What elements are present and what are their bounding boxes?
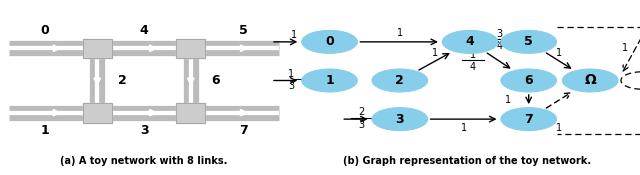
Text: 1: 1 xyxy=(556,48,563,58)
Text: 1: 1 xyxy=(621,43,628,53)
Text: 1: 1 xyxy=(505,95,511,105)
Bar xyxy=(177,38,205,58)
Text: 3: 3 xyxy=(358,120,365,130)
Circle shape xyxy=(501,30,557,53)
Text: 2: 2 xyxy=(358,107,365,117)
Text: 1: 1 xyxy=(40,124,49,137)
Bar xyxy=(83,103,111,122)
Text: 1: 1 xyxy=(289,69,294,79)
Text: 1: 1 xyxy=(461,122,467,133)
Text: 1: 1 xyxy=(397,28,403,38)
Text: (a) A toy network with 8 links.: (a) A toy network with 8 links. xyxy=(60,156,228,166)
Text: 1: 1 xyxy=(556,122,563,133)
Bar xyxy=(177,103,205,122)
Circle shape xyxy=(563,69,618,92)
Text: 7: 7 xyxy=(239,124,248,137)
Text: 2: 2 xyxy=(118,74,126,87)
Text: 6: 6 xyxy=(524,74,533,87)
Text: $\mathbf{\Omega}$: $\mathbf{\Omega}$ xyxy=(584,74,597,88)
Circle shape xyxy=(372,69,428,92)
Circle shape xyxy=(442,30,498,53)
Text: 4: 4 xyxy=(466,35,474,48)
Text: 1: 1 xyxy=(470,50,476,60)
Text: 3: 3 xyxy=(396,113,404,126)
Text: 6: 6 xyxy=(211,74,220,87)
Text: 3: 3 xyxy=(497,29,502,39)
Bar xyxy=(83,38,111,58)
Text: 1: 1 xyxy=(432,48,438,58)
Text: 4: 4 xyxy=(140,24,148,37)
Bar xyxy=(83,38,111,58)
Circle shape xyxy=(372,108,428,131)
Bar xyxy=(177,38,205,58)
Text: 0: 0 xyxy=(40,24,49,37)
Text: 5: 5 xyxy=(239,24,248,37)
Text: 4: 4 xyxy=(470,62,476,72)
Text: 1: 1 xyxy=(325,74,334,87)
Text: 2: 2 xyxy=(396,74,404,87)
Text: 7: 7 xyxy=(524,113,533,126)
Text: 3: 3 xyxy=(289,81,294,91)
Text: 4: 4 xyxy=(497,41,502,51)
Bar xyxy=(177,103,205,122)
Text: 0: 0 xyxy=(325,35,334,48)
Text: 3: 3 xyxy=(140,124,148,137)
Circle shape xyxy=(501,69,557,92)
Text: (b) Graph representation of the toy network.: (b) Graph representation of the toy netw… xyxy=(343,156,591,166)
Circle shape xyxy=(501,108,557,131)
Circle shape xyxy=(301,69,357,92)
Bar xyxy=(83,103,111,122)
Circle shape xyxy=(301,30,357,53)
Text: 5: 5 xyxy=(524,35,533,48)
Text: 1: 1 xyxy=(291,30,298,40)
